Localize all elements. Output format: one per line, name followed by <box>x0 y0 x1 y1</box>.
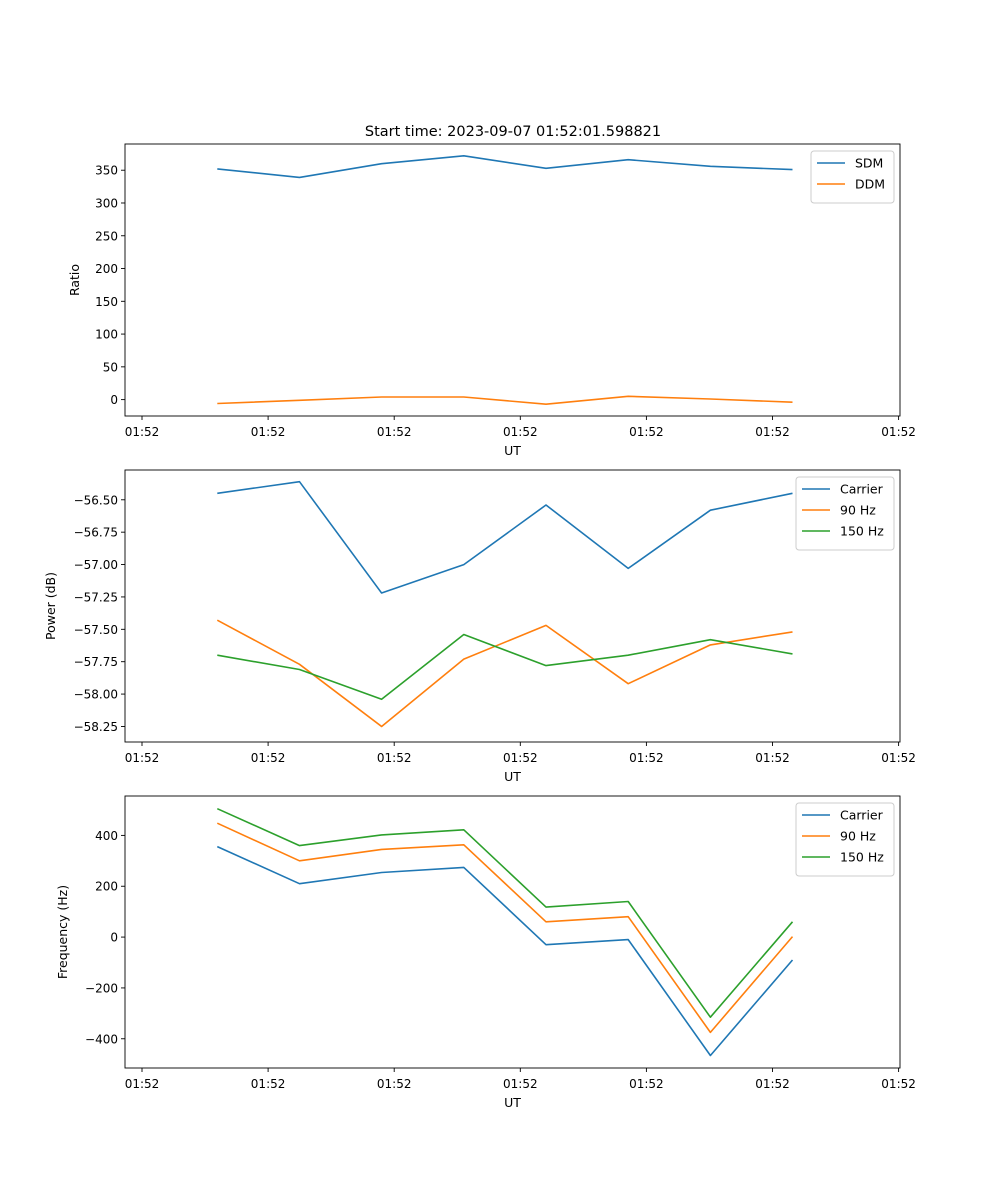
y-tick-label: −57.00 <box>74 558 118 572</box>
x-tick-label: 01:52 <box>755 425 790 439</box>
y-tick-label: 0 <box>110 393 118 407</box>
y-tick-label: 350 <box>95 164 118 178</box>
x-tick-label: 01:52 <box>881 1077 916 1091</box>
x-tick-label: 01:52 <box>125 425 160 439</box>
series-line-150-hz <box>216 807 794 1019</box>
series-line-90-hz <box>216 619 793 728</box>
legend-label: 150 Hz <box>840 524 884 539</box>
x-tick-label: 01:52 <box>629 1077 664 1091</box>
y-tick-label: −56.50 <box>74 493 118 507</box>
y-tick-label: 200 <box>95 880 118 894</box>
series-line-sdm <box>217 155 793 179</box>
legend-label: DDM <box>855 177 885 192</box>
x-tick-label: 01:52 <box>125 1077 160 1091</box>
axes-frame <box>124 469 901 743</box>
series-line-carrier <box>217 480 793 594</box>
figure-title: Start time: 2023-09-07 01:52:01.598821 <box>365 124 661 140</box>
chart-panel-1: 01:5201:5201:5201:5201:5201:5201:5201:53… <box>67 143 916 458</box>
y-tick-label: 0 <box>110 931 118 945</box>
y-tick-label: 150 <box>95 295 118 309</box>
y-tick-label: 400 <box>95 829 118 843</box>
series-line-150-hz <box>217 633 793 701</box>
legend-label: Carrier <box>840 808 884 823</box>
legend-label: 90 Hz <box>840 829 876 844</box>
series-line-ddm <box>217 395 793 406</box>
y-tick-label: 200 <box>95 262 118 276</box>
x-tick-label: 01:52 <box>881 425 916 439</box>
x-tick-label: 01:52 <box>629 425 664 439</box>
y-tick-label: 300 <box>95 196 118 210</box>
y-tick-label: −400 <box>85 1032 118 1046</box>
x-axis-label: UT <box>504 1095 521 1110</box>
x-axis-label: UT <box>504 769 521 784</box>
x-tick-label: 01:52 <box>503 1077 538 1091</box>
y-tick-label: −56.75 <box>74 526 118 540</box>
chart-panel-3: 01:5201:5201:5201:5201:5201:5201:5201:53… <box>55 795 916 1110</box>
axes-frame <box>124 143 901 417</box>
x-tick-label: 01:52 <box>125 751 160 765</box>
y-axis-label: Frequency (Hz) <box>55 885 70 979</box>
legend-label: Carrier <box>840 482 884 497</box>
x-tick-label: 01:52 <box>251 1077 286 1091</box>
x-tick-label: 01:52 <box>503 425 538 439</box>
y-axis-label: Ratio <box>67 264 82 296</box>
series-line-90-hz <box>216 822 794 1034</box>
y-tick-label: −200 <box>85 981 118 995</box>
x-tick-label: 01:52 <box>881 751 916 765</box>
legend-label: 150 Hz <box>840 850 884 865</box>
y-axis-label: Power (dB) <box>43 572 58 640</box>
series-line-carrier <box>216 845 794 1057</box>
x-tick-label: 01:52 <box>503 751 538 765</box>
x-tick-label: 01:52 <box>755 751 790 765</box>
y-tick-label: −58.25 <box>74 720 118 734</box>
legend-label: SDM <box>855 156 883 171</box>
x-tick-label: 01:52 <box>629 751 664 765</box>
x-axis-label: UT <box>504 443 521 458</box>
y-tick-label: −57.75 <box>74 655 118 669</box>
legend-box <box>810 150 895 204</box>
y-tick-label: −57.25 <box>74 590 118 604</box>
x-tick-label: 01:52 <box>377 425 412 439</box>
y-tick-label: 50 <box>103 360 118 374</box>
x-tick-label: 01:52 <box>755 1077 790 1091</box>
x-tick-label: 01:52 <box>251 425 286 439</box>
y-tick-label: −57.50 <box>74 623 118 637</box>
axes-frame <box>124 795 901 1069</box>
x-tick-label: 01:52 <box>377 1077 412 1091</box>
y-tick-label: 100 <box>95 328 118 342</box>
x-tick-label: 01:52 <box>377 751 412 765</box>
x-tick-label: 01:52 <box>251 751 286 765</box>
chart-panel-2: 01:5201:5201:5201:5201:5201:5201:5201:53… <box>43 469 916 784</box>
y-tick-label: −58.00 <box>74 688 118 702</box>
legend-label: 90 Hz <box>840 503 876 518</box>
y-tick-label: 250 <box>95 229 118 243</box>
